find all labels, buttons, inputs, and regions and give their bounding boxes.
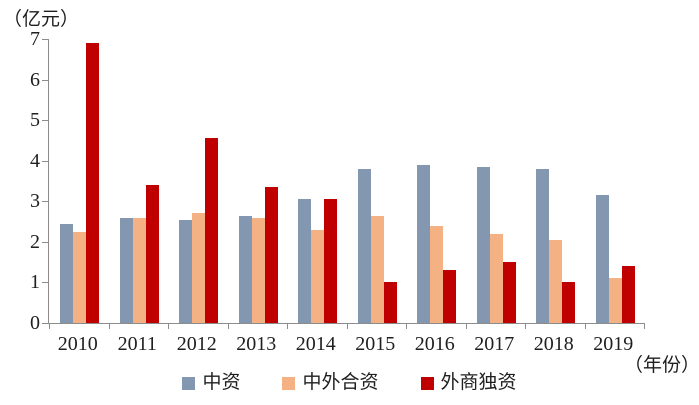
y-axis-tick — [42, 79, 48, 81]
bar-series2-2017 — [489, 233, 503, 323]
x-axis-label: 2015 — [355, 333, 396, 355]
x-axis-label: 2016 — [414, 333, 455, 355]
bar-series3-2017 — [502, 262, 516, 323]
y-axis-label: 2 — [30, 230, 40, 253]
bar-series1-2013 — [238, 215, 252, 323]
bar-series3-2014 — [324, 199, 337, 323]
bar-series1-2014 — [298, 199, 311, 323]
y-axis-tick — [42, 201, 48, 203]
bar-series3-2013 — [264, 187, 278, 323]
bar-series2-2015 — [370, 215, 384, 323]
legend-swatch-icon — [420, 376, 434, 390]
plot-area — [42, 39, 645, 329]
bar-series3-2012 — [205, 138, 218, 323]
x-axis-label: 2012 — [176, 333, 217, 355]
bar-series2-2013 — [251, 217, 265, 323]
bar-series2-2019 — [608, 278, 622, 323]
bar-series1-2019 — [595, 195, 609, 323]
y-axis-label: 6 — [30, 68, 40, 91]
x-axis-label: 2010 — [57, 333, 98, 355]
legend-item-series3: 外商独资 — [420, 372, 517, 393]
x-axis-unit-label: （年份） — [624, 355, 699, 376]
x-axis-label: 2011 — [117, 333, 157, 355]
x-axis-tick — [49, 323, 50, 329]
legend-label: 中资 — [202, 372, 241, 393]
y-axis-tick — [42, 39, 48, 40]
legend-label: 外商独资 — [440, 372, 517, 393]
x-axis-label: 2013 — [236, 333, 277, 355]
bar-series2-2012 — [192, 213, 205, 323]
bar-series1-2010 — [60, 223, 73, 323]
bar-series1-2012 — [179, 219, 192, 323]
bar-series2-2016 — [430, 225, 443, 323]
y-axis-label: 5 — [30, 109, 40, 132]
x-axis-tick — [287, 323, 288, 329]
x-axis-label: 2014 — [295, 333, 336, 355]
bar-series1-2018 — [536, 168, 549, 323]
bar-series1-2017 — [476, 166, 490, 323]
bar-series3-2011 — [145, 185, 159, 323]
legend-label: 中外合资 — [302, 372, 379, 393]
x-axis-tick — [108, 323, 110, 329]
x-axis-tick — [168, 323, 169, 329]
x-axis-tick — [465, 323, 467, 329]
legend-swatch-icon — [282, 376, 296, 390]
legend: 中资 中外合资 外商独资 — [0, 373, 699, 393]
y-axis-label: 4 — [30, 149, 40, 172]
y-axis-tick-labels: 0 1 2 3 4 5 6 7 — [0, 28, 40, 334]
bar-series1-2015 — [357, 168, 371, 323]
x-axis-tick — [644, 323, 645, 329]
bar-series2-2011 — [132, 217, 146, 323]
y-axis-label: 1 — [30, 271, 40, 294]
bar-series2-2014 — [311, 229, 324, 323]
y-axis-label: 0 — [30, 312, 40, 334]
x-axis-tick — [406, 323, 407, 329]
x-axis-tick — [227, 323, 229, 329]
y-axis-tick — [42, 323, 48, 324]
bar-series2-2010 — [73, 231, 86, 323]
bar-series2-2018 — [549, 239, 562, 323]
y-axis-tick — [42, 160, 48, 162]
x-axis-tick-labels: 2010 2011 2012 2013 2014 2015 2016 2017 2018 2019 — [48, 332, 643, 358]
y-axis-tick — [42, 241, 48, 243]
x-axis-label: 2018 — [533, 333, 574, 355]
bar-series3-2019 — [621, 266, 635, 323]
y-axis-tick — [42, 120, 48, 122]
y-axis-label: 3 — [30, 190, 40, 213]
y-axis-unit-label: （亿元） — [3, 9, 80, 30]
bar-series3-2018 — [562, 282, 575, 323]
bar-series3-2015 — [383, 282, 397, 323]
x-axis-label: 2017 — [474, 333, 515, 355]
bar-series1-2011 — [119, 217, 133, 323]
legend-item-series2: 中外合资 — [282, 372, 379, 393]
legend-swatch-icon — [182, 376, 196, 390]
bar-series3-2010 — [86, 43, 99, 323]
y-axis-label: 7 — [30, 28, 40, 50]
x-axis-label: 2019 — [593, 333, 634, 355]
x-axis-tick — [584, 323, 586, 329]
x-axis-tick — [525, 323, 526, 329]
x-axis-tick — [346, 323, 348, 329]
legend-item-series1: 中资 — [182, 373, 240, 393]
y-axis-tick — [42, 282, 48, 284]
bar-series3-2016 — [443, 270, 456, 323]
bar-series1-2016 — [417, 164, 430, 323]
